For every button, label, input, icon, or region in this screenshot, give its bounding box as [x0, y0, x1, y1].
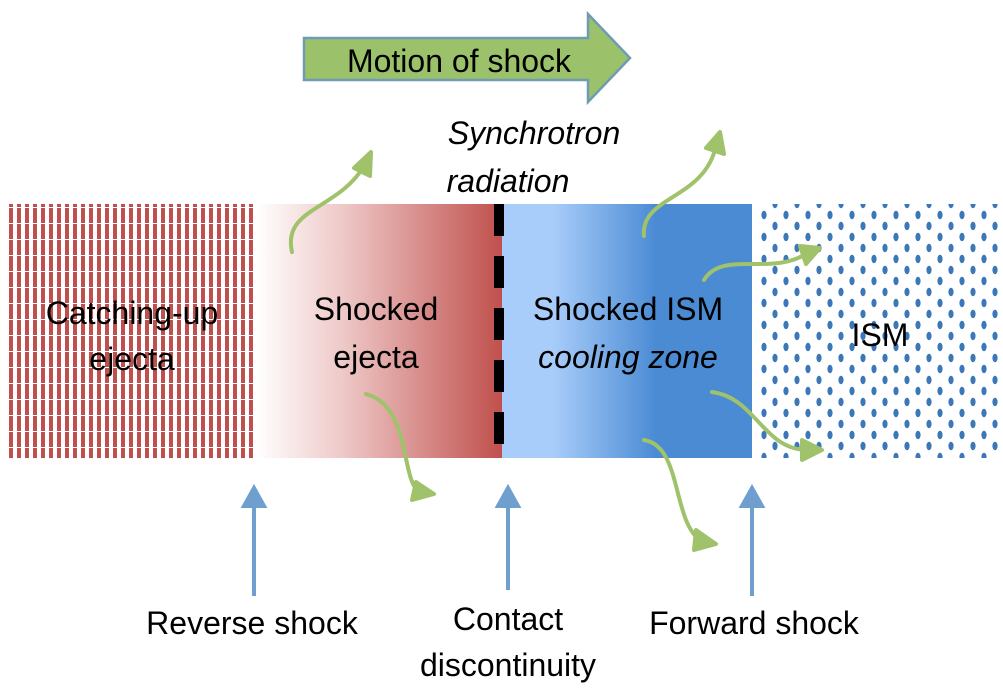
ism-label: ISM: [852, 317, 909, 353]
motion-of-shock-label: Motion of shock: [347, 43, 572, 79]
reverse-shock-label: Reverse shock: [146, 605, 359, 641]
region-shocked-ejecta: [256, 204, 502, 458]
ejecta-label: ejecta: [89, 341, 175, 377]
region-shocked-ism: [502, 204, 752, 458]
motion-of-shock-arrow: Motion of shock: [304, 14, 630, 102]
shocked-label: Shocked: [314, 291, 439, 327]
region-catching-up-ejecta: [8, 204, 256, 458]
contact-label: Contact: [453, 601, 563, 637]
radiation-label: radiation: [447, 163, 570, 199]
contact-discontinuity-pointer: [498, 488, 518, 590]
discontinuity-label: discontinuity: [420, 647, 596, 683]
shocked-ejecta-label: ejecta: [333, 339, 419, 375]
shocked-ism-label: Shocked ISM: [533, 291, 723, 327]
forward-shock-label: Forward shock: [649, 605, 860, 641]
catching-up-label: Catching-up: [46, 295, 219, 331]
cooling-zone-label: cooling zone: [538, 339, 718, 375]
synchrotron-label: Synchrotron: [448, 115, 621, 151]
reverse-shock-pointer: [244, 488, 264, 596]
forward-shock-pointer: [742, 488, 762, 596]
